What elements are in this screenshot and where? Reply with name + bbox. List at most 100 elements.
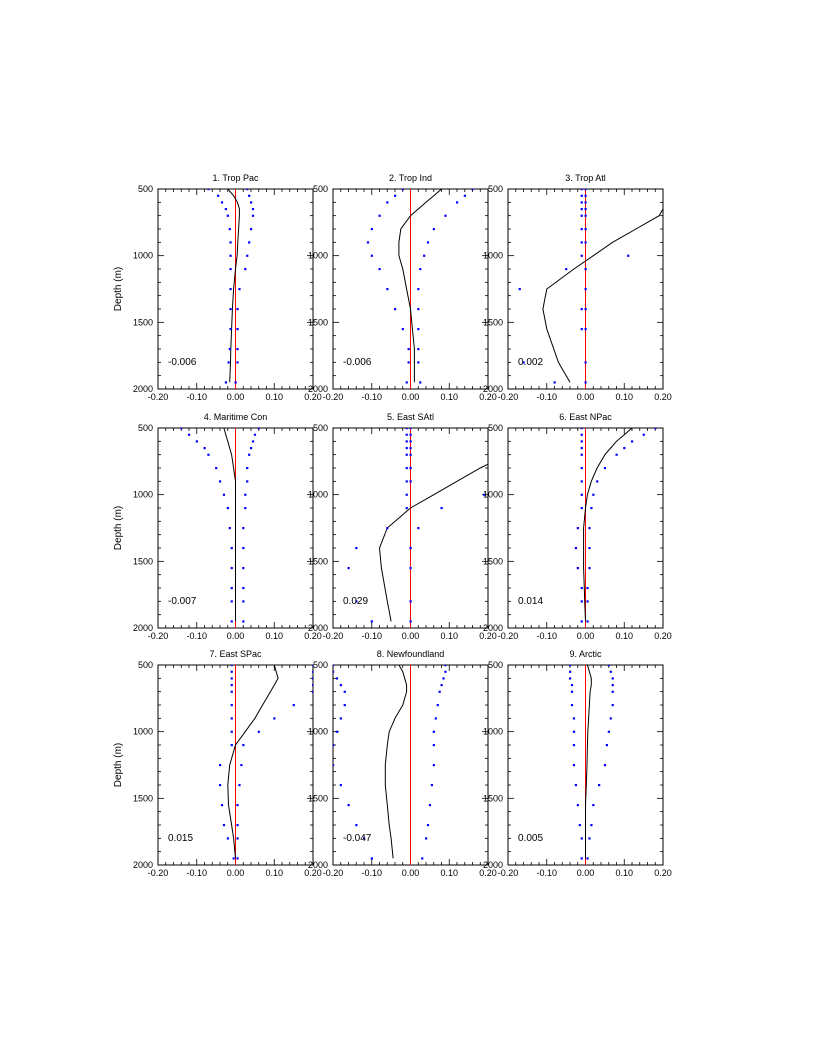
upper-bound-point [631, 440, 634, 443]
lower-bound-point [574, 784, 578, 787]
lower-bound-point [405, 453, 408, 456]
y-tick-label: 1000 [133, 251, 153, 261]
lower-bound-point [229, 241, 232, 244]
y-tick-label: 500 [488, 184, 503, 194]
lower-bound-point [394, 194, 397, 197]
y-tick-label: 500 [313, 423, 328, 433]
x-tick-label: -0.20 [323, 868, 344, 878]
plot-area [569, 665, 614, 865]
lower-bound-point [222, 824, 226, 827]
y-axis-label: Depth (m) [113, 743, 124, 787]
upper-bound-point [234, 381, 237, 384]
panel-title: 9. Arctic [569, 649, 602, 659]
y-tick-label: 1500 [133, 317, 153, 327]
y-tick-label: 1500 [483, 317, 503, 327]
upper-bound-point [456, 201, 459, 204]
panel-title: 4. Maritime Con [204, 412, 268, 422]
upper-bound-point [251, 214, 255, 217]
lower-bound-point [405, 507, 408, 510]
y-tick-label: 2000 [133, 623, 153, 633]
x-tick-label: -0.10 [186, 392, 207, 402]
x-tick-label: 0.00 [402, 631, 420, 641]
x-tick-label: 0.00 [227, 868, 245, 878]
upper-bound-point [246, 480, 249, 483]
lower-bound-point [217, 194, 220, 197]
upper-bound-point [242, 547, 245, 550]
lower-bound-point [580, 214, 583, 217]
upper-bound-point [417, 328, 420, 331]
lower-bound-point [333, 665, 335, 667]
upper-bound-point [421, 857, 424, 860]
lower-bound-point [580, 241, 583, 244]
lower-bound-point [230, 620, 233, 623]
upper-bound-point [607, 665, 610, 667]
x-tick-label: -0.10 [361, 631, 382, 641]
upper-bound-point [609, 670, 612, 673]
lower-bound-point [228, 228, 231, 231]
lower-bound-point [339, 717, 342, 720]
lower-bound-point [580, 208, 583, 211]
x-tick-label: 0.10 [615, 631, 633, 641]
lower-bound-point [580, 467, 583, 470]
y-tick-label: 1500 [483, 793, 503, 803]
lower-bound-point [580, 837, 583, 840]
upper-bound-point [438, 690, 441, 693]
lower-bound-point [572, 764, 576, 767]
x-tick-label: 0.00 [227, 392, 245, 402]
upper-bound-point [236, 328, 239, 331]
lower-bound-point [370, 620, 373, 623]
upper-bound-point [436, 704, 439, 707]
lower-bound-point [580, 587, 583, 590]
upper-bound-point [584, 268, 587, 271]
upper-bound-point [236, 804, 239, 807]
lower-bound-point [570, 684, 574, 687]
y-tick-label: 2000 [483, 860, 503, 870]
upper-bound-point [250, 201, 253, 204]
x-tick-label: -0.10 [536, 631, 557, 641]
lower-bound-point [229, 328, 232, 331]
y-tick-label: 1000 [308, 727, 328, 737]
x-tick-label: 0.20 [654, 631, 672, 641]
upper-bound-point [242, 744, 245, 747]
lower-bound-point [333, 744, 335, 747]
upper-bound-point [584, 241, 587, 244]
y-tick-label: 1000 [483, 727, 503, 737]
panel-5: 5. East SAtl -0.20 -0.10 0.00 0.10 0.20 500 100… [308, 412, 497, 641]
x-tick-label: 0.10 [440, 868, 458, 878]
upper-bound-point [292, 704, 295, 707]
lower-bound-point [576, 527, 579, 530]
lower-bound-point [580, 428, 583, 430]
upper-bound-point [588, 527, 591, 530]
upper-bound-point [471, 189, 474, 191]
upper-bound-point [586, 857, 589, 860]
upper-bound-point [611, 684, 614, 687]
upper-bound-point [257, 730, 260, 733]
panel-1: 1. Trop Pac Depth (m) -0.20 -0.10 0.00 0.10 0.… [113, 173, 322, 402]
plot-area [207, 189, 255, 389]
upper-bound-point [611, 690, 614, 693]
panel-annotation: -0.047 [343, 833, 372, 844]
x-tick-label: 0.20 [654, 868, 672, 878]
y-tick-label: 1000 [133, 490, 153, 500]
lower-bound-point [355, 547, 358, 550]
x-tick-label: -0.20 [498, 631, 519, 641]
lower-bound-point [407, 348, 410, 351]
lower-bound-point [405, 480, 408, 483]
lower-bound-point [580, 328, 583, 331]
lower-bound-point [518, 288, 521, 291]
upper-bound-point [236, 361, 239, 364]
lower-bound-point [576, 567, 579, 570]
lower-bound-point [394, 308, 397, 311]
x-tick-label: -0.10 [186, 868, 207, 878]
lower-bound-point [405, 447, 408, 450]
lower-bound-point [386, 288, 389, 291]
y-tick-label: 1000 [308, 490, 328, 500]
upper-bound-point [273, 717, 276, 720]
y-tick-label: 1500 [133, 556, 153, 566]
upper-bound-point [592, 493, 595, 496]
upper-bound-point [417, 288, 420, 291]
panel-annotation: 0.015 [168, 833, 193, 844]
upper-bound-point [584, 228, 587, 231]
lower-bound-point [580, 194, 583, 197]
lower-bound-point [565, 268, 568, 271]
